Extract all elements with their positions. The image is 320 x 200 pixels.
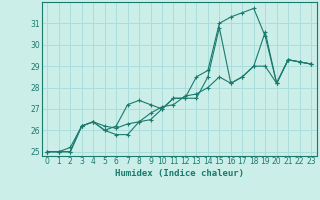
X-axis label: Humidex (Indice chaleur): Humidex (Indice chaleur) [115, 169, 244, 178]
